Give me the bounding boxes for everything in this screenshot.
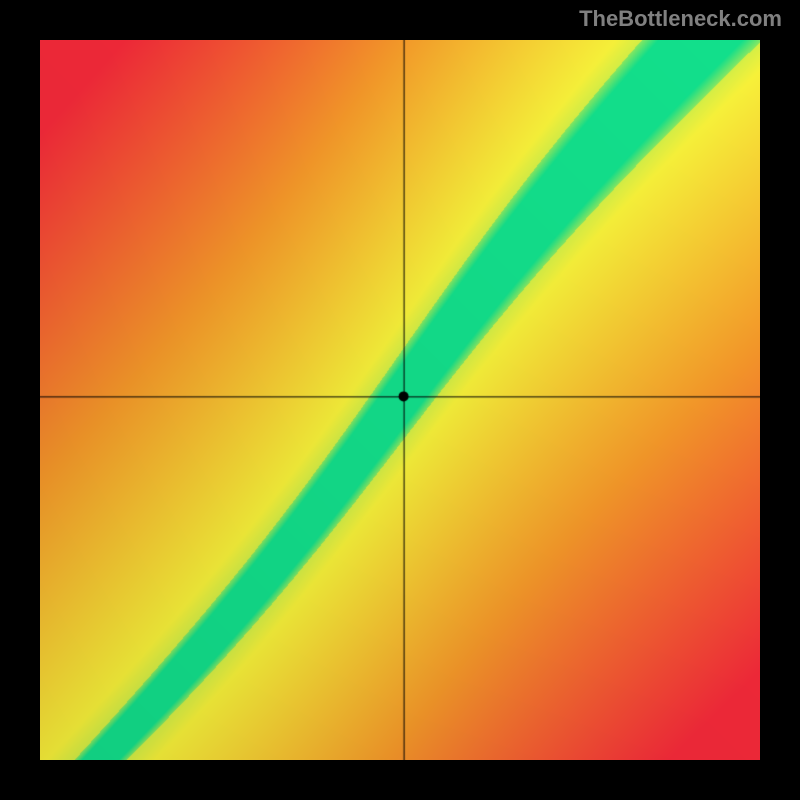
watermark-text: TheBottleneck.com (579, 6, 782, 32)
heatmap-plot (40, 40, 760, 760)
heatmap-canvas (40, 40, 760, 760)
